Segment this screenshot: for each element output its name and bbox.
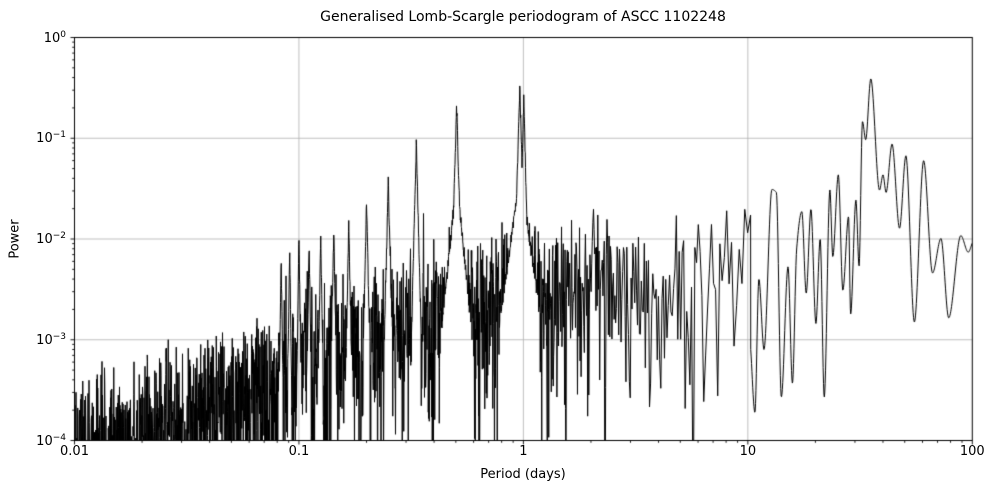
x-tick-label: 10 (739, 444, 757, 459)
y-tick-label: 100 (43, 29, 66, 46)
y-tick-label: 10−1 (36, 130, 66, 147)
x-tick-label: 100 (959, 444, 985, 459)
chart-title: Generalised Lomb-Scargle periodogram of … (320, 9, 726, 25)
x-tick-label: 0.01 (60, 444, 89, 459)
x-tick-label: 0.1 (288, 444, 310, 459)
y-tick-label: 10−2 (36, 230, 66, 248)
x-tick-label: 1 (519, 444, 528, 459)
y-tick-label: 10−4 (36, 432, 66, 449)
y-tick-label: 10−3 (36, 331, 66, 348)
x-axis-label: Period (days) (480, 467, 566, 482)
